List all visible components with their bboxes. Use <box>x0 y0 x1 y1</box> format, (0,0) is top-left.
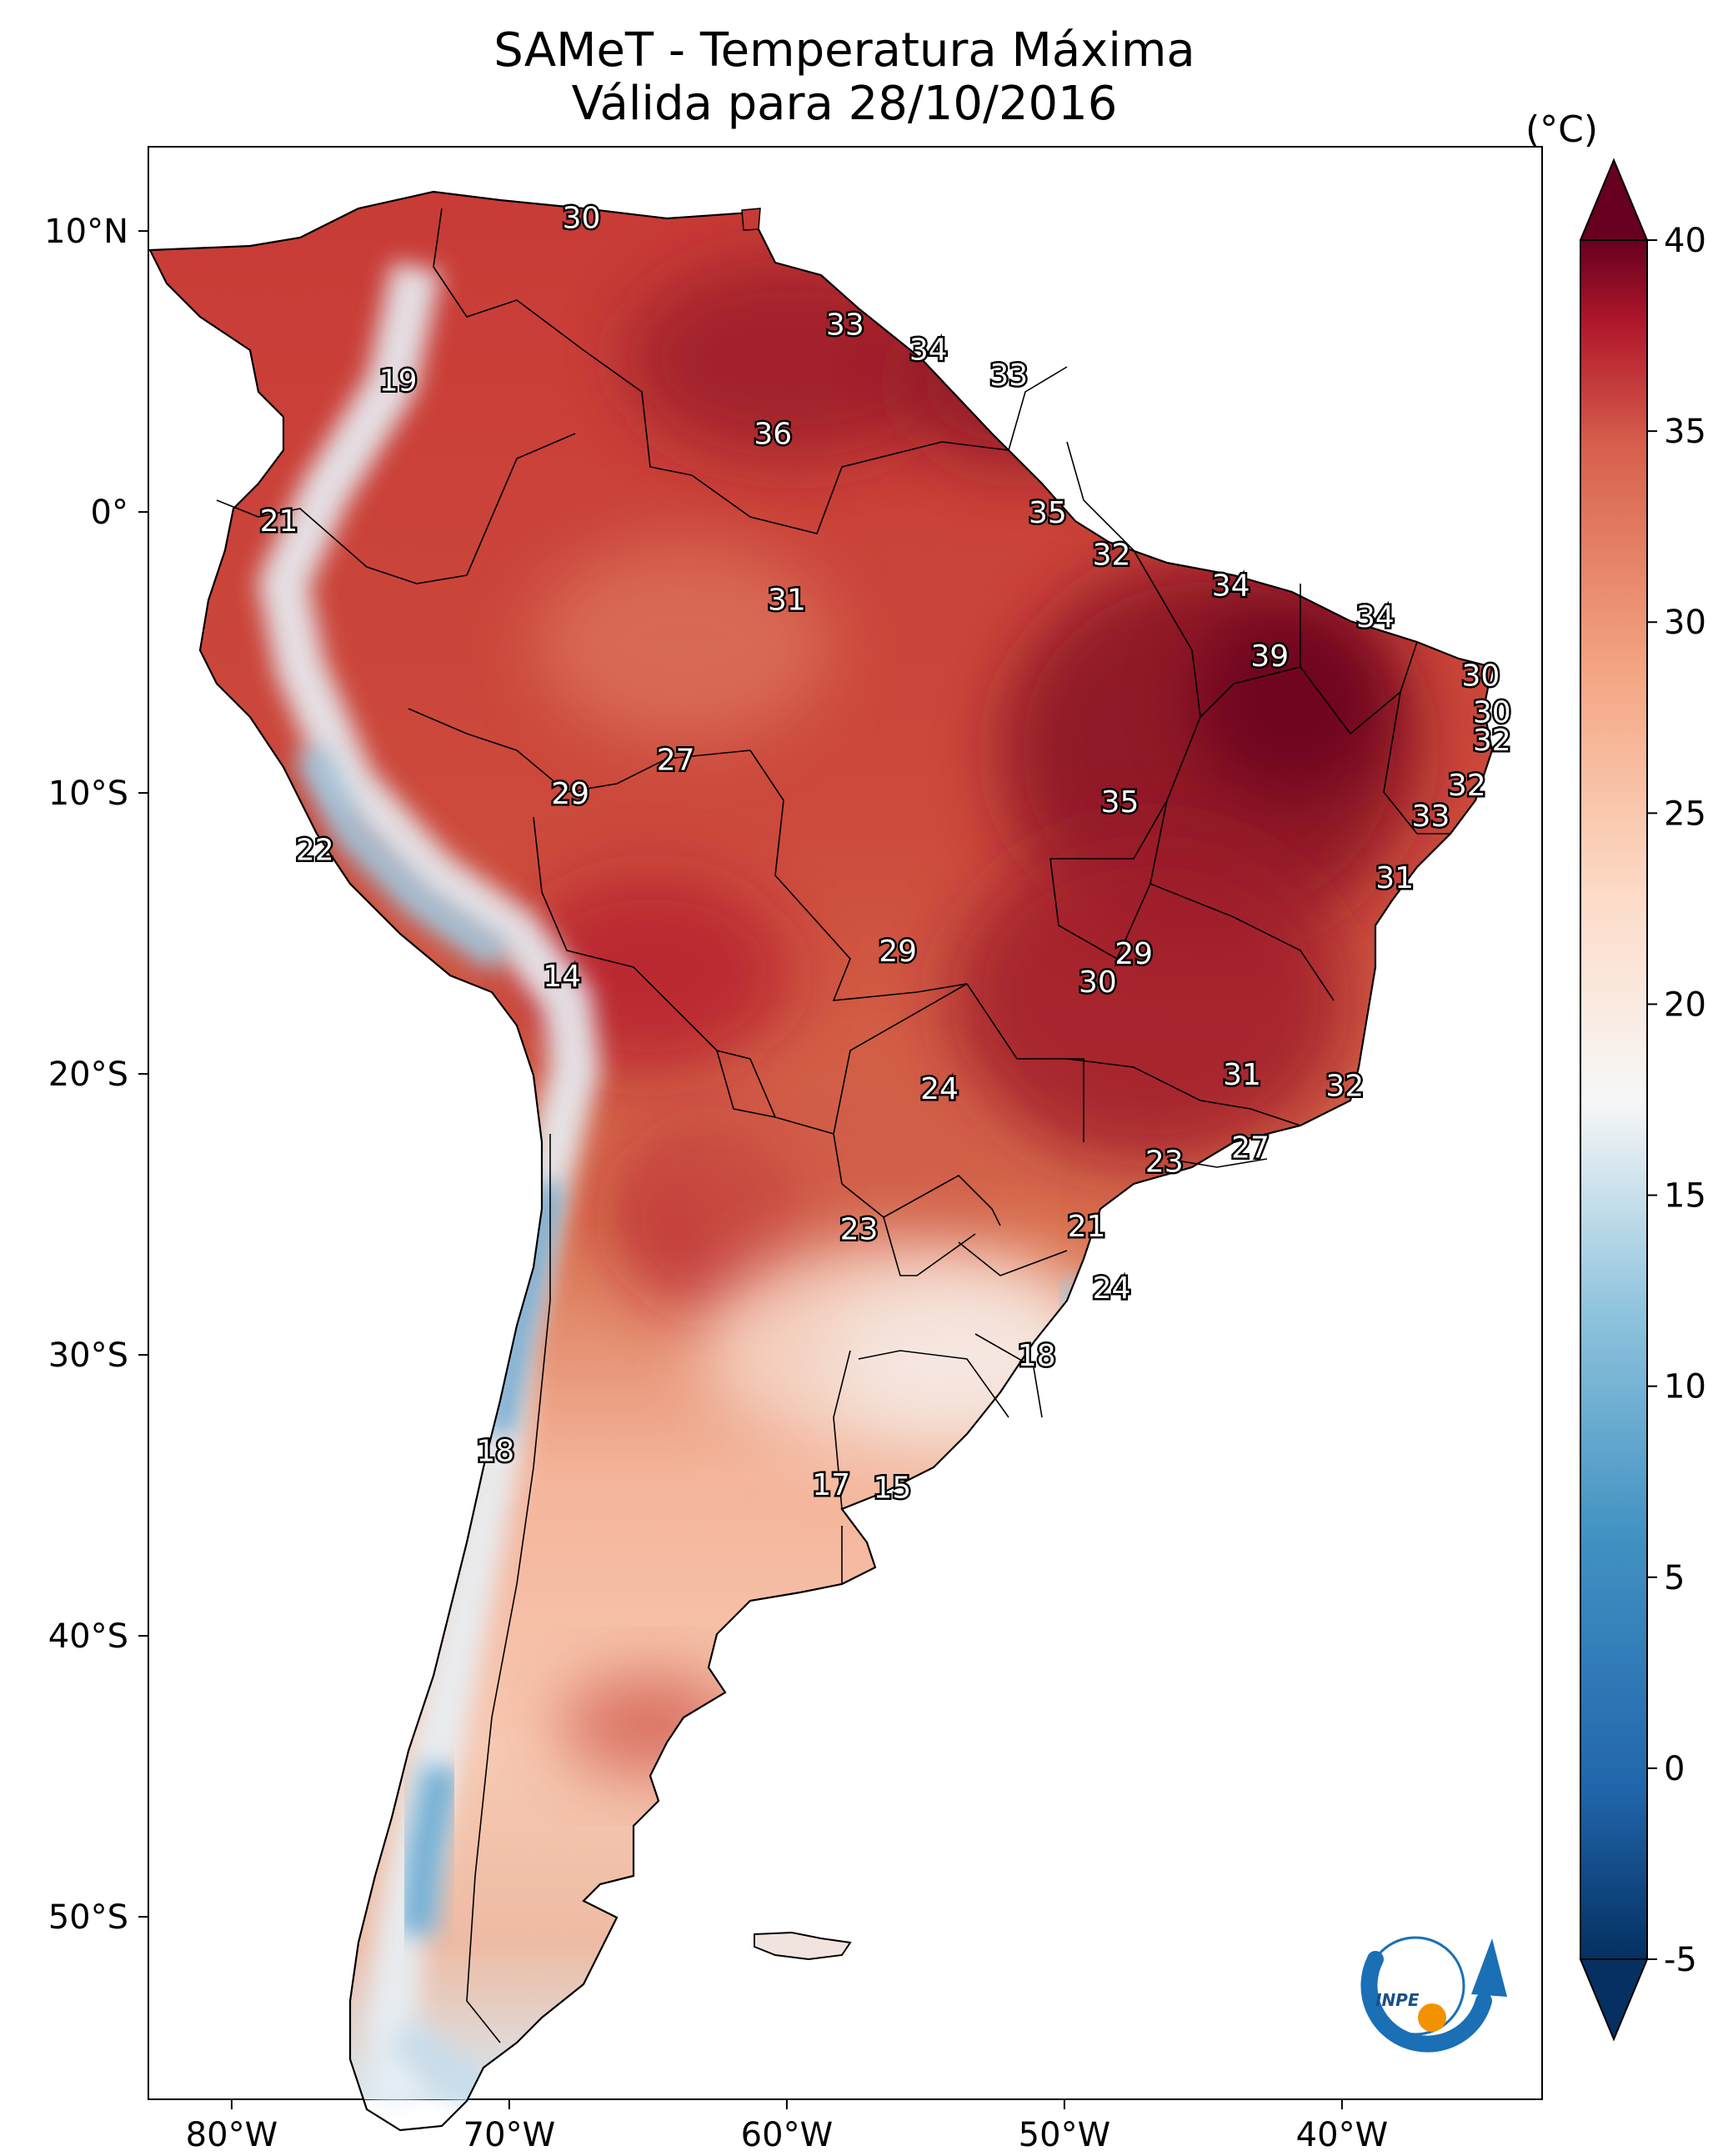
colorbar-unit: (°C) <box>1525 108 1599 151</box>
colorbar: 40 35 30 25 20 15 10 5 0 -5 <box>1579 158 1706 2042</box>
temperature-label: 19 <box>379 364 418 399</box>
lat-tick-label: 10°S <box>48 775 128 813</box>
country-borders <box>216 208 1450 2043</box>
falkland-islands <box>754 1931 852 1961</box>
temperature-label: 29 <box>879 935 917 969</box>
temperature-label: 21 <box>260 504 298 539</box>
temperature-label: 34 <box>1356 600 1395 634</box>
lon-tick-label: 70°W <box>463 2116 555 2154</box>
temperature-label: 32 <box>1473 724 1511 758</box>
colorbar-tick-label: 15 <box>1664 1177 1706 1216</box>
temperature-label: 30 <box>1461 659 1500 694</box>
lat-tick-label: 30°S <box>48 1336 128 1375</box>
lon-tick-label: 40°W <box>1296 2116 1388 2154</box>
lat-tick-label: 0° <box>91 494 128 532</box>
temperature-label: 22 <box>296 834 334 868</box>
temperature-label: 35 <box>1029 496 1067 530</box>
lat-tick-label: 10°N <box>44 213 128 251</box>
longitude-ticks: 80°W 70°W 60°W 50°W 40°W <box>186 2099 1388 2154</box>
logo-arrow-icon <box>1471 1938 1507 1997</box>
temperature-label: 23 <box>1145 1146 1184 1180</box>
temperature-label: 39 <box>1250 639 1289 674</box>
temperature-label: 30 <box>1079 965 1117 1000</box>
colorbar-tick-label: 5 <box>1664 1559 1685 1597</box>
map-title-line1: SAMeT - Temperatura Máxima <box>493 23 1195 78</box>
temperature-label: 17 <box>812 1468 850 1502</box>
temperature-label: 31 <box>768 584 806 618</box>
colorbar-tick-label: 20 <box>1664 985 1706 1024</box>
temperature-label: 36 <box>754 418 792 452</box>
logo-dot-icon <box>1418 2003 1446 2032</box>
logo-text: INPE <box>1375 1990 1420 2010</box>
temperature-label: 34 <box>909 333 948 368</box>
temperature-label: 21 <box>1068 1210 1106 1244</box>
temperature-label: 35 <box>1101 785 1139 820</box>
temperature-label: 33 <box>989 358 1028 393</box>
map-title-line2: Válida para 28/10/2016 <box>571 77 1118 131</box>
temperature-label: 29 <box>551 777 589 811</box>
temperature-label: 27 <box>657 744 695 778</box>
colorbar-tick-label: -5 <box>1664 1941 1697 1979</box>
temperature-label: 14 <box>543 960 581 994</box>
caribbean-island <box>741 208 761 231</box>
lon-tick-label: 60°W <box>741 2116 833 2154</box>
colorbar-tick-label: 35 <box>1664 413 1706 451</box>
temperature-label: 27 <box>1231 1131 1270 1166</box>
temperature-label: 32 <box>1448 769 1486 803</box>
colorbar-tick-label: 0 <box>1664 1750 1685 1788</box>
temperature-label: 18 <box>476 1435 514 1469</box>
temperature-label: 23 <box>840 1212 879 1246</box>
colorbar-tick-label: 10 <box>1664 1368 1706 1406</box>
temperature-label: 31 <box>1375 861 1414 895</box>
colorbar-tick-label: 40 <box>1664 222 1706 260</box>
latitude-ticks: 10°N 0° 10°S 20°S 30°S 40°S 50°S <box>44 213 148 1937</box>
temperature-label: 33 <box>826 308 864 342</box>
lon-tick-label: 50°W <box>1019 2116 1110 2154</box>
temperature-label: 33 <box>1412 800 1450 834</box>
temperature-label: 29 <box>1114 937 1153 971</box>
temperature-label: 15 <box>874 1471 912 1505</box>
temperature-label: 24 <box>1093 1271 1131 1306</box>
temperature-label: 30 <box>563 201 601 235</box>
colorbar-tick-label: 25 <box>1664 795 1706 833</box>
temperature-label: 24 <box>920 1072 959 1106</box>
lat-tick-label: 40°S <box>48 1617 128 1656</box>
temperature-label: 32 <box>1325 1070 1364 1104</box>
lat-tick-label: 20°S <box>48 1055 128 1094</box>
logo-swoosh-arc <box>1360 1951 1492 2053</box>
temperature-label: 31 <box>1223 1058 1261 1092</box>
inpe-logo: INPE <box>1360 1936 1507 2053</box>
lon-tick-label: 80°W <box>186 2116 278 2154</box>
lat-tick-label: 50°S <box>48 1898 128 1937</box>
temperature-label: 34 <box>1212 569 1250 604</box>
temperature-label: 18 <box>1018 1339 1056 1373</box>
colorbar-tick-label: 30 <box>1664 604 1706 642</box>
temperature-label: 32 <box>1093 539 1131 573</box>
temperature-label: 30 <box>1473 695 1511 730</box>
logo-orbit-icon <box>1365 1936 1465 2036</box>
